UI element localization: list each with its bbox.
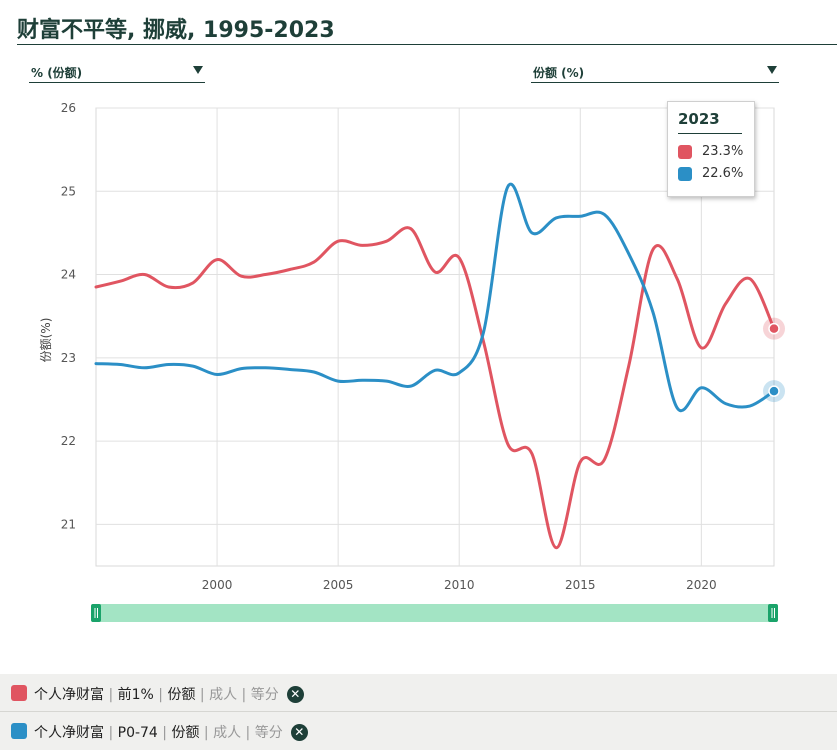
series-swatch (678, 167, 692, 181)
chevron-down-icon (767, 66, 777, 74)
plot-area (95, 107, 775, 567)
x-axis-ticks: 2000 2005 2010 2015 2020 (202, 578, 717, 592)
unit-dropdown[interactable]: % (份额) (29, 60, 205, 83)
y-tick-label: 23 (61, 351, 76, 365)
series-swatch (11, 723, 27, 739)
tooltip-divider (678, 133, 742, 134)
x-tick-label: 2020 (686, 578, 717, 592)
measure-dropdown[interactable]: 份额 (%) (531, 60, 779, 83)
legend-label: 个人净财富 | 前1% | 份额 | 成人 | 等分 ✕ (34, 684, 304, 704)
tooltip-value: 23.3% (702, 144, 744, 159)
y-tick-label: 22 (61, 434, 76, 448)
x-tick-label: 2010 (444, 578, 475, 592)
y-tick-label: 25 (61, 184, 76, 198)
range-slider-track[interactable] (92, 604, 777, 622)
measure-dropdown-label: 份额 (%) (533, 66, 585, 80)
series-layer (94, 182, 785, 550)
line-chart: 21 22 23 24 25 26 2000 2005 2010 2015 2020 份额(%) (39, 101, 785, 622)
title-divider (17, 44, 837, 45)
legend-item[interactable]: 个人净财富 | P0-74 | 份额 | 成人 | 等分 ✕ (0, 712, 837, 749)
range-slider-handle-left[interactable] (91, 604, 101, 622)
y-tick-label: 21 (61, 517, 76, 531)
y-axis-ticks: 21 22 23 24 25 26 (61, 101, 76, 531)
x-tick-label: 2005 (323, 578, 354, 592)
chevron-down-icon (193, 66, 203, 74)
close-icon[interactable]: ✕ (286, 686, 304, 703)
range-slider-handle-right[interactable] (768, 604, 778, 622)
series-swatch (678, 145, 692, 159)
unit-dropdown-label: % (份额) (31, 66, 83, 80)
x-tick-label: 2015 (565, 578, 596, 592)
legend-label: 个人净财富 | P0-74 | 份额 | 成人 | 等分 ✕ (34, 722, 308, 742)
range-slider[interactable] (91, 604, 778, 622)
tooltip-year: 2023 (678, 110, 720, 128)
series-line-p0-74 (94, 182, 776, 413)
y-tick-label: 26 (61, 101, 76, 115)
y-axis-label: 份额(%) (39, 318, 53, 363)
page-title: 财富不平等, 挪威, 1995-2023 (17, 18, 335, 43)
y-tick-label: 24 (61, 268, 76, 282)
tooltip: 2023 23.3% 22.6% (667, 101, 755, 197)
legend-item[interactable]: 个人净财富 | 前1% | 份额 | 成人 | 等分 ✕ (0, 674, 837, 712)
series-line-top1 (94, 226, 776, 550)
legend: 个人净财富 | 前1% | 份额 | 成人 | 等分 ✕ 个人净财富 | P0-7… (0, 674, 837, 750)
x-tick-label: 2000 (202, 578, 233, 592)
tooltip-value: 22.6% (702, 166, 744, 181)
close-icon[interactable]: ✕ (290, 724, 308, 741)
series-swatch (11, 685, 27, 701)
end-point-marker (768, 322, 780, 335)
end-point-marker (768, 385, 780, 397)
chart-grid (95, 107, 775, 567)
